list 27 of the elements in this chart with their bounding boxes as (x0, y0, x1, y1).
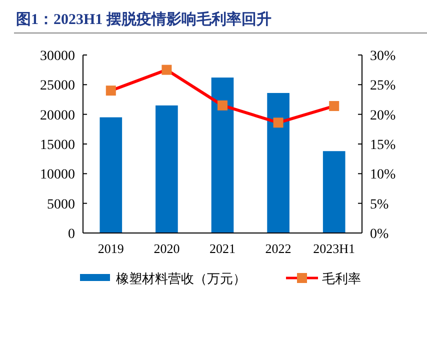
x-tick-label: 2019 (98, 241, 124, 256)
y2-tick-label: 30% (370, 49, 396, 64)
y-tick-label: 25000 (40, 78, 75, 94)
y-tick-label: 10000 (40, 168, 75, 183)
x-tick-label: 2020 (154, 241, 180, 256)
bar (267, 92, 290, 233)
y2-tick-label: 25% (370, 78, 396, 94)
y-tick-label: 5000 (47, 197, 75, 212)
x-tick-label: 2021 (210, 241, 236, 256)
y2-tick-label: 5% (370, 197, 389, 212)
bar (211, 78, 234, 233)
bar (322, 151, 346, 233)
bar (100, 117, 122, 233)
x-tick-label: 2023H1 (313, 241, 356, 256)
bar (156, 105, 178, 233)
y2-tick-label: 20% (370, 108, 396, 124)
y-tick-label: 15000 (40, 138, 75, 153)
y2-tick-label: 15% (370, 138, 396, 153)
y2-tick-label: 10% (370, 168, 396, 183)
legend-label: 橡塑材料营收（万元） (116, 271, 246, 286)
x-tick-label: 2022 (265, 241, 292, 256)
y-tick-label: 30000 (40, 49, 75, 64)
legend-label: 毛利率 (322, 271, 361, 286)
y2-tick-label: 0% (370, 227, 389, 242)
chart-title: 图1：2023H1 摆脱疫情影响毛利率回升 (16, 10, 272, 28)
y-tick-label: 20000 (40, 108, 75, 124)
y-tick-label: 0 (68, 227, 75, 242)
